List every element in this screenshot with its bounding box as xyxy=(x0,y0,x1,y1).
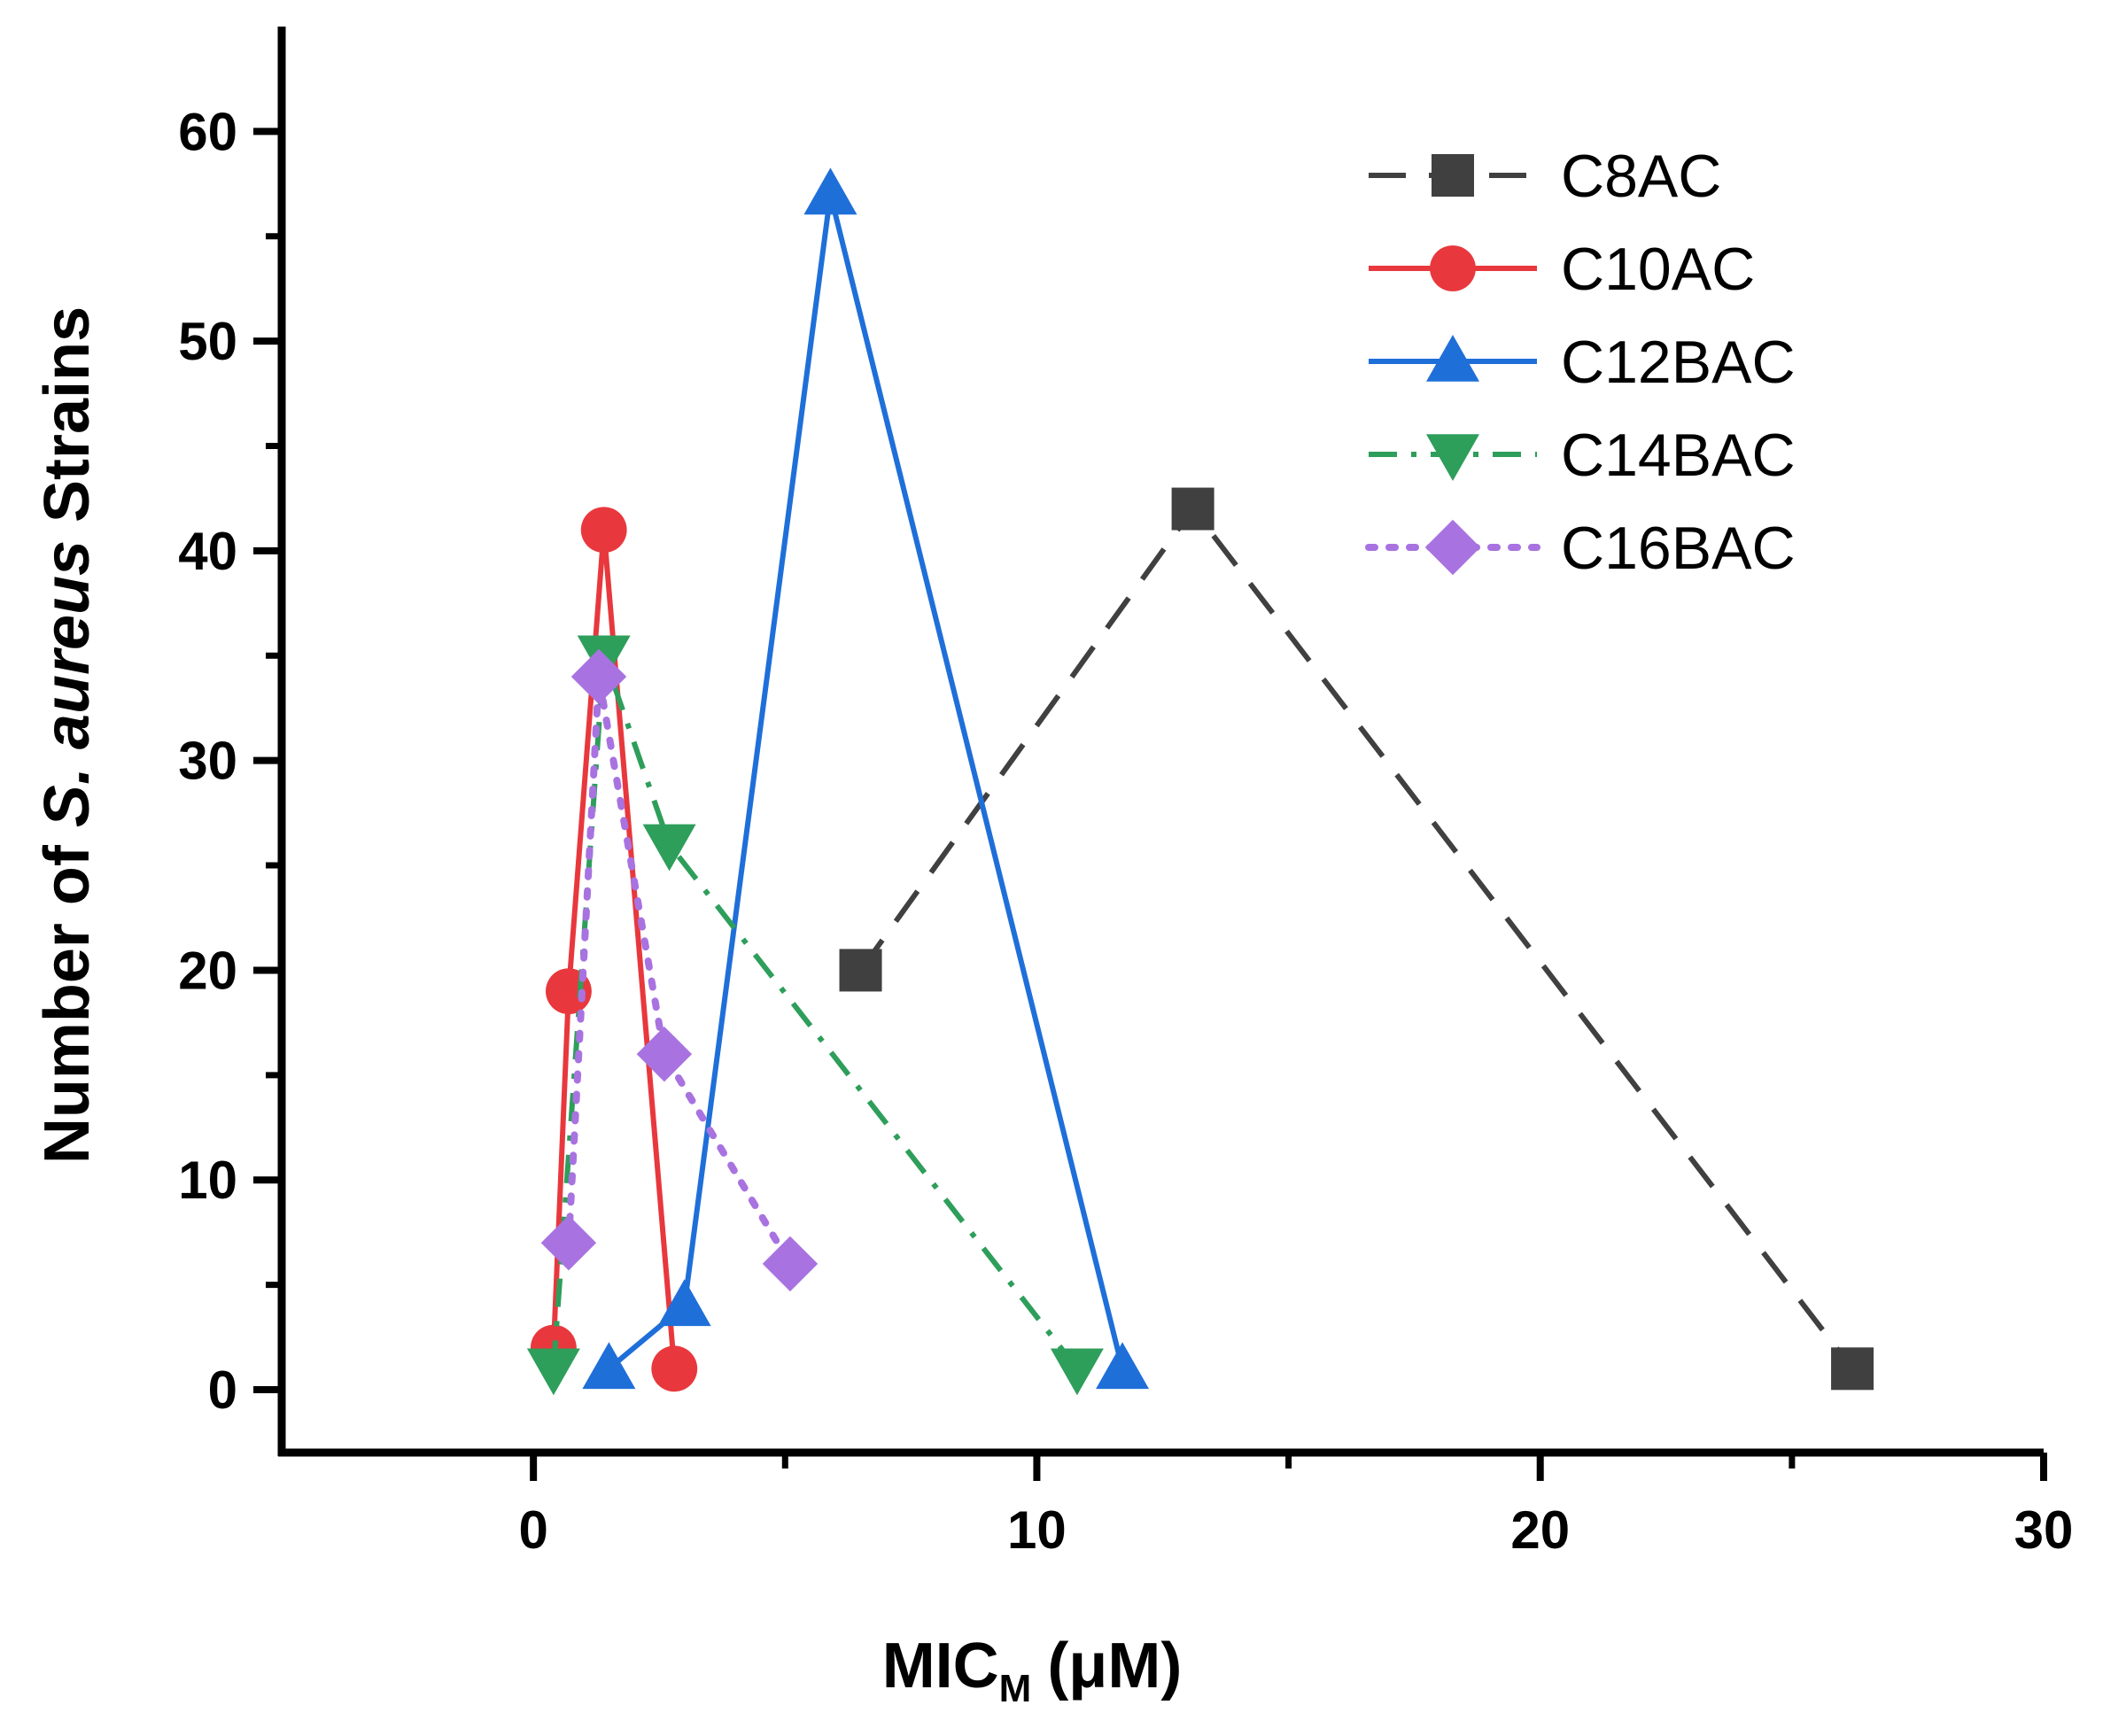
data-point-c14bac xyxy=(1050,1348,1104,1396)
x-axis-title-unit: (μM) xyxy=(1047,1631,1182,1701)
legend-label: C16BAC xyxy=(1561,515,1796,582)
x-tick-label: 30 xyxy=(2014,1500,2074,1560)
y-axis-title-prefix: Number of xyxy=(32,827,103,1164)
legend-entry-c10ac: C10AC xyxy=(1369,236,1755,303)
y-tick-label: 50 xyxy=(178,312,237,371)
series-c8ac xyxy=(839,487,1874,1391)
x-axis-title-sub: M xyxy=(999,1667,1032,1710)
legend-entry-c12bac: C12BAC xyxy=(1369,329,1796,396)
series-line-c12bac xyxy=(607,191,1125,1371)
series-c16bac xyxy=(540,648,819,1292)
data-point-c14bac xyxy=(526,1348,580,1396)
legend-label: C10AC xyxy=(1561,236,1755,303)
x-axis-title: MICM (μM) xyxy=(882,1631,1183,1710)
data-point-c12bac xyxy=(582,1342,636,1390)
legend-entry-c14bac: C14BAC xyxy=(1369,422,1796,489)
series-line-c8ac xyxy=(858,506,1855,1371)
data-point-c16bac xyxy=(762,1236,819,1292)
legend-label: C8AC xyxy=(1561,143,1721,210)
y-tick-label: 30 xyxy=(178,732,237,791)
y-tick-label: 60 xyxy=(178,102,237,161)
data-point-c8ac xyxy=(1171,487,1214,531)
data-point-c12bac xyxy=(803,167,857,215)
legend-marker xyxy=(1424,519,1481,576)
y-tick-label: 20 xyxy=(178,941,237,1000)
legend-entry-c8ac: C8AC xyxy=(1369,143,1721,210)
data-point-c16bac xyxy=(540,1215,597,1271)
data-point-c12bac xyxy=(657,1279,711,1327)
x-tick-label: 10 xyxy=(1007,1500,1067,1560)
legend-label: C12BAC xyxy=(1561,329,1796,396)
data-point-c14bac xyxy=(642,824,696,872)
y-axis-title-suffix: Strains xyxy=(32,306,103,540)
y-axis-title-italic: S. aureus xyxy=(32,540,103,827)
data-point-c16bac xyxy=(570,648,627,705)
y-axis-title: Number of S. aureus Strains xyxy=(32,306,103,1164)
legend-marker xyxy=(1426,434,1479,481)
y-tick-label: 10 xyxy=(178,1151,237,1210)
data-point-c8ac xyxy=(839,949,882,992)
legend-label: C14BAC xyxy=(1561,422,1796,489)
data-point-c12bac xyxy=(1096,1342,1150,1390)
data-point-c10ac xyxy=(651,1345,698,1392)
series-line-c16bac xyxy=(564,672,794,1267)
x-tick-label: 0 xyxy=(518,1500,547,1560)
series-line-c10ac xyxy=(550,527,678,1369)
chart-series xyxy=(526,167,1874,1396)
data-point-c8ac xyxy=(1831,1347,1874,1391)
series-c12bac xyxy=(582,167,1150,1390)
x-tick-label: 20 xyxy=(1510,1500,1570,1560)
data-point-c10ac xyxy=(580,507,627,554)
y-tick-label: 40 xyxy=(178,522,237,581)
series-c10ac xyxy=(530,507,698,1392)
legend-marker xyxy=(1432,154,1474,197)
chart-legend: C8AC C10AC C12BAC C14BAC C16BAC xyxy=(1365,143,1796,582)
x-axis-title-main: MIC xyxy=(882,1631,999,1701)
legend-marker xyxy=(1426,335,1479,382)
legend-marker xyxy=(1430,245,1476,291)
legend-entry-c16bac: C16BAC xyxy=(1365,515,1796,582)
chart-axes: 0 10 20 30 40 50 60 0 10 20 30 xyxy=(178,27,2073,1560)
y-tick-label: 0 xyxy=(208,1360,237,1420)
data-point-c16bac xyxy=(636,1026,693,1082)
